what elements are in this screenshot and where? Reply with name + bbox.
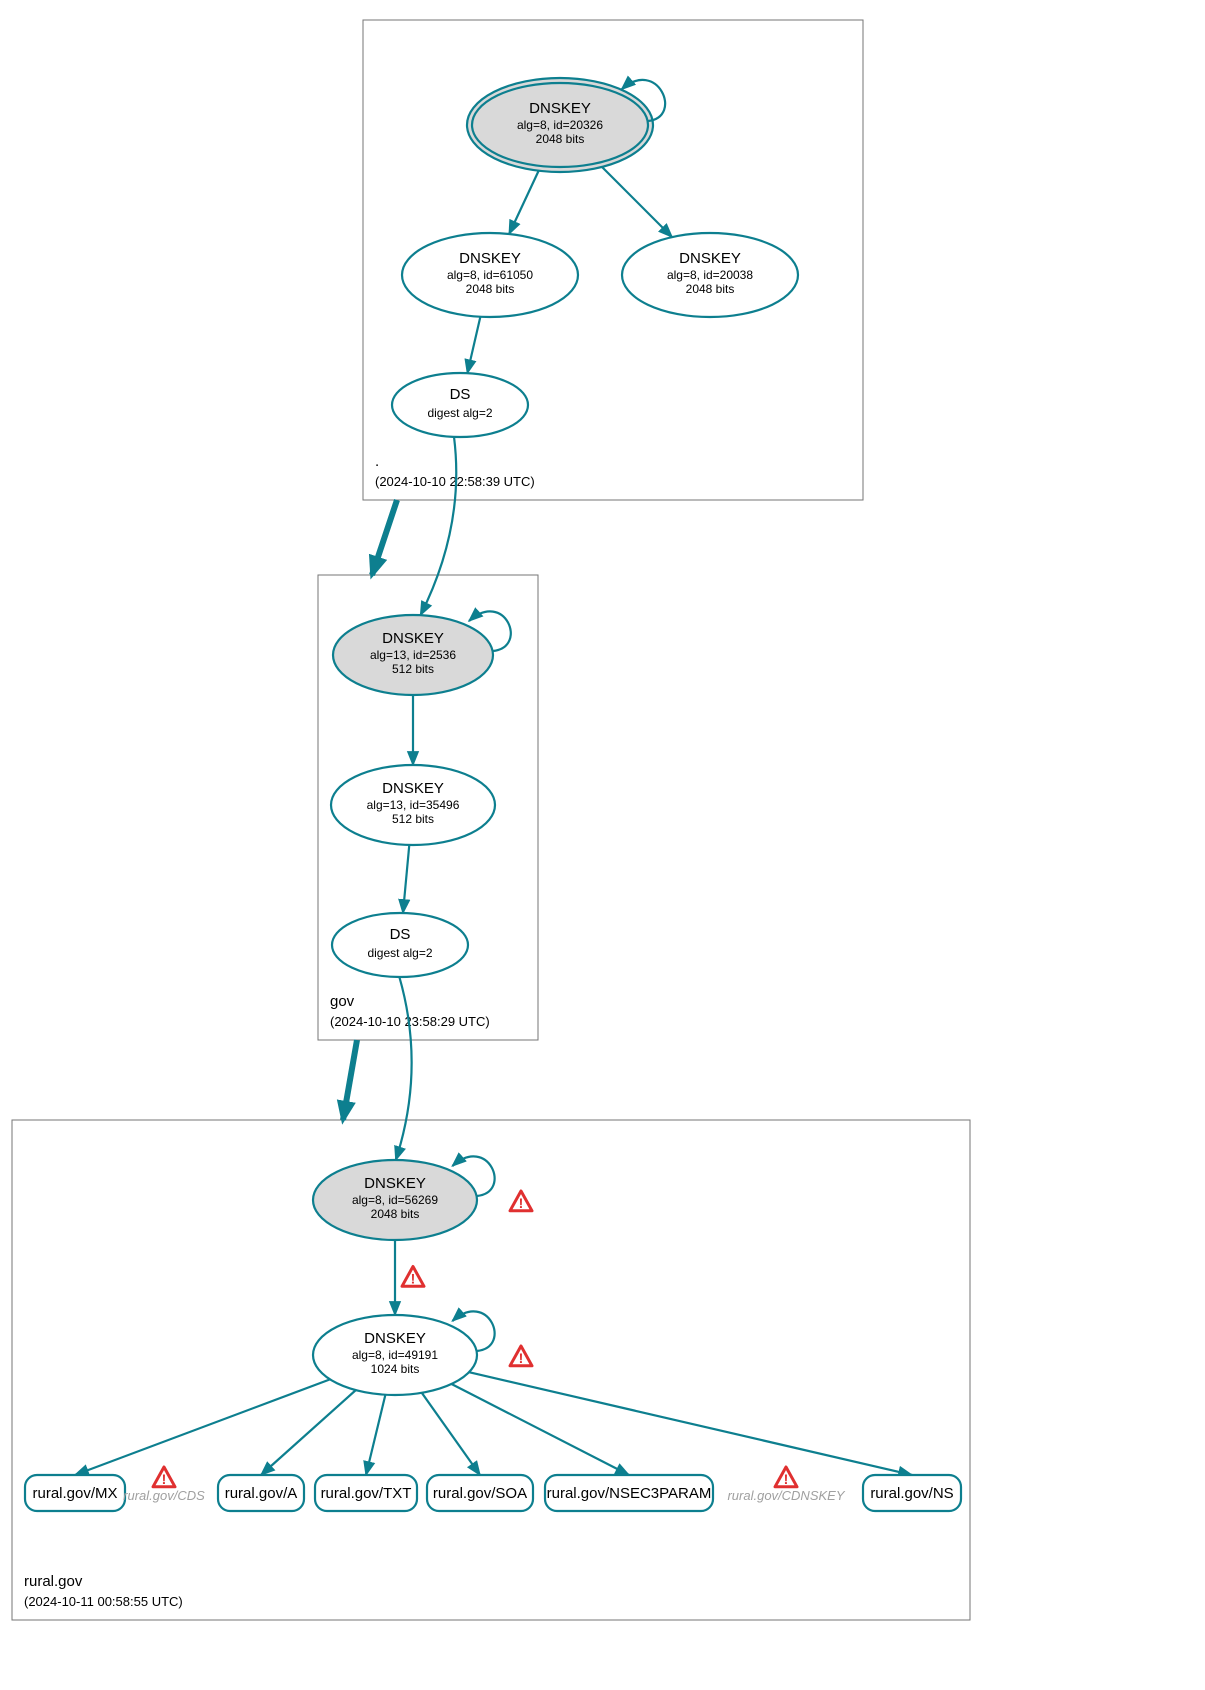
svg-text:!: !: [519, 1195, 524, 1211]
node-sub1: alg=8, id=61050: [447, 268, 533, 282]
faded-label: rural.gov/CDS: [123, 1488, 205, 1503]
node-sub1: alg=13, id=2536: [370, 648, 456, 662]
node-sub2: 512 bits: [392, 662, 434, 676]
zone-timestamp: (2024-10-11 00:58:55 UTC): [24, 1594, 183, 1609]
zone-rural: [12, 1120, 970, 1620]
node-sub1: digest alg=2: [427, 406, 492, 420]
node-gov_ds[interactable]: [332, 913, 468, 977]
leaf-label: rural.gov/A: [225, 1485, 298, 1502]
node-sub2: 2048 bits: [466, 282, 515, 296]
faded-faded_cds: !: [153, 1467, 175, 1487]
node-sub1: alg=8, id=56269: [352, 1193, 438, 1207]
delegation-edge: [372, 500, 397, 575]
leaf-label: rural.gov/TXT: [321, 1485, 412, 1502]
warning-icon: !: [510, 1191, 532, 1211]
node-title: DS: [450, 386, 471, 403]
node-title: DS: [390, 926, 411, 943]
svg-text:!: !: [784, 1471, 789, 1487]
node-root_ds[interactable]: [392, 373, 528, 437]
node-sub2: 1024 bits: [371, 1362, 420, 1376]
faded-faded_cdnskey: !: [775, 1467, 797, 1487]
node-sub2: 2048 bits: [536, 132, 585, 146]
node-title: DNSKEY: [679, 250, 741, 267]
svg-text:!: !: [411, 1271, 416, 1287]
leaf-label: rural.gov/NSEC3PARAM: [547, 1485, 712, 1502]
faded-label: rural.gov/CDNSKEY: [727, 1488, 845, 1503]
leaf-label: rural.gov/NS: [870, 1485, 953, 1502]
node-sub2: 512 bits: [392, 812, 434, 826]
leaf-label: rural.gov/MX: [32, 1485, 117, 1502]
warning-icon: !: [402, 1267, 424, 1287]
node-sub1: digest alg=2: [367, 946, 432, 960]
node-title: DNSKEY: [529, 100, 591, 117]
node-title: DNSKEY: [459, 250, 521, 267]
node-title: DNSKEY: [382, 780, 444, 797]
zone-label: gov: [330, 993, 355, 1010]
leaf-label: rural.gov/SOA: [433, 1485, 527, 1502]
node-sub2: 2048 bits: [686, 282, 735, 296]
node-sub1: alg=13, id=35496: [367, 798, 460, 812]
warning-icon: !: [775, 1467, 797, 1487]
zone-label: .: [375, 453, 379, 470]
svg-text:!: !: [519, 1350, 524, 1366]
svg-text:!: !: [162, 1471, 167, 1487]
warning-icon: !: [153, 1467, 175, 1487]
delegation-edge: [343, 1040, 357, 1120]
warning-icon: !: [510, 1346, 532, 1366]
node-title: DNSKEY: [364, 1175, 426, 1192]
node-sub1: alg=8, id=49191: [352, 1348, 438, 1362]
node-title: DNSKEY: [364, 1330, 426, 1347]
node-sub1: alg=8, id=20326: [517, 118, 603, 132]
edges: !: [75, 163, 912, 1475]
node-sub1: alg=8, id=20038: [667, 268, 753, 282]
node-sub2: 2048 bits: [371, 1207, 420, 1221]
zone-label: rural.gov: [24, 1573, 83, 1590]
node-title: DNSKEY: [382, 630, 444, 647]
